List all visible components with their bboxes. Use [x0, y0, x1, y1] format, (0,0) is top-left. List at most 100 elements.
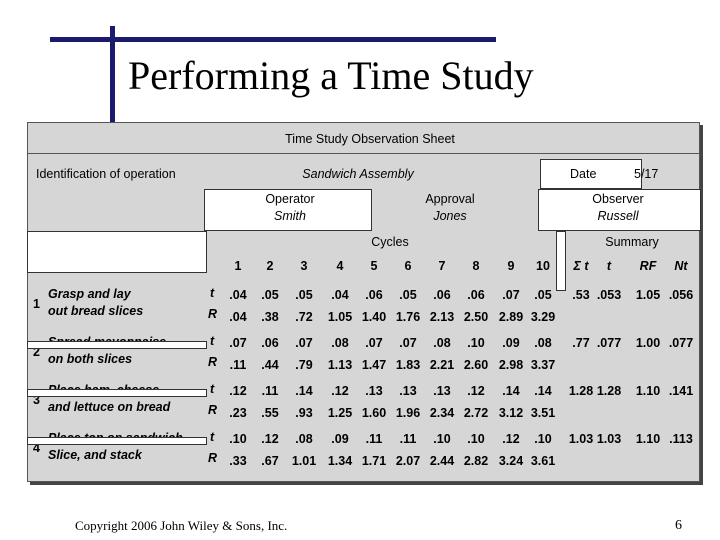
- summary-value: 1.03: [596, 432, 622, 446]
- observed-time: .11: [261, 384, 279, 398]
- observed-time: .05: [295, 288, 313, 302]
- observed-time: .08: [331, 336, 349, 350]
- element-number: 3: [33, 393, 40, 407]
- observed-time: .07: [365, 336, 383, 350]
- copyright: Copyright 2006 John Wiley & Sons, Inc.: [75, 518, 288, 533]
- summary-value: 1.28: [568, 384, 594, 398]
- observed-time: .10: [229, 432, 247, 446]
- summary-value: .056: [668, 288, 694, 302]
- cumulative-time: 3.24: [498, 454, 524, 468]
- cumulative-time: 3.61: [530, 454, 556, 468]
- cumulative-time: .72: [295, 310, 313, 324]
- element-number: 1: [33, 297, 40, 311]
- summary-value: .077: [668, 336, 694, 350]
- cumulative-time: 2.13: [429, 310, 455, 324]
- observed-time: .14: [295, 384, 313, 398]
- cumulative-time: 2.82: [463, 454, 489, 468]
- cumulative-time: 2.34: [429, 406, 455, 420]
- title-decoration-bar-vertical: [110, 26, 115, 141]
- operation-value: Sandwich Assembly: [302, 167, 414, 181]
- cycle-header: 2: [266, 259, 274, 273]
- t-marker: t: [210, 334, 215, 348]
- cycle-header: 5: [370, 259, 378, 273]
- cumulative-time: 2.60: [463, 358, 489, 372]
- row-gap: [27, 437, 207, 445]
- cumulative-time: 1.71: [361, 454, 387, 468]
- observed-time: .13: [399, 384, 417, 398]
- operator-name: Smith: [274, 209, 306, 223]
- cycle-header: 1: [234, 259, 242, 273]
- cumulative-time: 1.13: [327, 358, 353, 372]
- observed-time: .07: [295, 336, 313, 350]
- observed-time: .12: [331, 384, 349, 398]
- element-description: and lettuce on bread: [48, 400, 171, 414]
- observed-time: .11: [399, 432, 417, 446]
- cumulative-time: 1.34: [327, 454, 353, 468]
- identification-label: Identification of operation: [36, 167, 176, 181]
- sheet-heading: Time Study Observation Sheet: [285, 132, 455, 146]
- cumulative-time: 3.51: [530, 406, 556, 420]
- summary-value: 1.28: [596, 384, 622, 398]
- observer-label: Observer: [592, 192, 644, 206]
- cumulative-time: 2.72: [463, 406, 489, 420]
- slide-title: Performing a Time Study: [128, 53, 534, 98]
- observed-time: .12: [229, 384, 247, 398]
- operator-label: Operator: [265, 192, 315, 206]
- cumulative-time: .44: [261, 358, 279, 372]
- summary-label: Summary: [605, 235, 659, 249]
- summary-value: 1.10: [635, 432, 661, 446]
- cycle-header: 4: [336, 259, 344, 273]
- observed-time: .06: [467, 288, 485, 302]
- date-value: 5/17: [634, 167, 659, 181]
- summary-header: Nt: [674, 259, 688, 273]
- t-marker: t: [210, 382, 215, 396]
- blank-box: [27, 231, 207, 273]
- r-marker: R: [208, 403, 218, 417]
- r-marker: R: [208, 451, 218, 465]
- observed-time: .13: [433, 384, 451, 398]
- element-description: out bread slices: [48, 304, 144, 318]
- observation-sheet: Time Study Observation Sheet Identificat…: [27, 122, 701, 482]
- observed-time: .11: [365, 432, 383, 446]
- summary-value: .141: [668, 384, 694, 398]
- cumulative-time: .11: [229, 358, 247, 372]
- cumulative-time: 1.47: [361, 358, 387, 372]
- page-number: 6: [675, 518, 682, 533]
- summary-header: Σ t: [573, 259, 589, 273]
- observed-time: .05: [534, 288, 552, 302]
- divider: [28, 153, 699, 154]
- observed-time: .08: [433, 336, 451, 350]
- cumulative-time: 1.05: [327, 310, 353, 324]
- title-decoration-bar: [50, 37, 496, 42]
- summary-value: 1.10: [635, 384, 661, 398]
- observed-time: .07: [399, 336, 417, 350]
- summary-header: t: [606, 259, 612, 273]
- observed-time: .04: [229, 288, 247, 302]
- cumulative-time: 1.60: [361, 406, 387, 420]
- cycle-header: 6: [404, 259, 412, 273]
- cumulative-time: 1.96: [395, 406, 421, 420]
- observed-time: .12: [261, 432, 279, 446]
- observed-time: .12: [502, 432, 520, 446]
- cycle-header: 10: [536, 259, 550, 273]
- element-description: Grasp and lay: [48, 287, 131, 301]
- summary-value: .113: [669, 432, 693, 446]
- observed-time: .06: [365, 288, 383, 302]
- element-number: 4: [33, 441, 40, 455]
- observed-time: .10: [433, 432, 451, 446]
- observed-time: .06: [433, 288, 451, 302]
- cumulative-time: 2.89: [498, 310, 524, 324]
- cumulative-time: .33: [229, 454, 247, 468]
- observed-time: .13: [365, 384, 383, 398]
- t-marker: t: [210, 286, 215, 300]
- cumulative-time: 1.40: [361, 310, 387, 324]
- observed-time: .14: [502, 384, 520, 398]
- observer-name: Russell: [597, 209, 639, 223]
- cycle-header: 8: [472, 259, 480, 273]
- observed-time: .10: [467, 432, 485, 446]
- t-marker: t: [210, 430, 215, 444]
- approval-label: Approval: [425, 192, 475, 206]
- observed-time: .08: [295, 432, 313, 446]
- observed-time: .09: [502, 336, 520, 350]
- observer-box: [538, 189, 701, 231]
